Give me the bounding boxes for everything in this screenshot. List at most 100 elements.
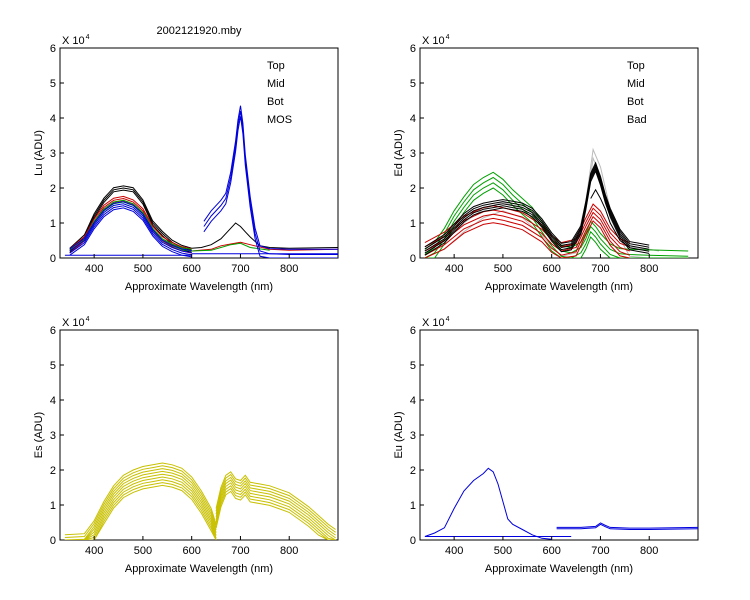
legend: Top Mid Bot MOS — [267, 60, 292, 126]
y-axis-label: Lu (ADU) — [33, 130, 45, 176]
x-axis-label: Approximate Wavelength (nm) — [485, 563, 633, 575]
x-tick-label: 400 — [85, 263, 103, 275]
y-tick-label: 0 — [50, 535, 56, 547]
y-tick-label: 1 — [410, 218, 416, 230]
tick-group: 400 500 600 700 800 0 1 2 3 4 5 6 — [410, 43, 659, 275]
scale-label: X 104 — [62, 316, 90, 329]
x-tick-label: 400 — [445, 263, 463, 275]
series-group — [64, 462, 336, 540]
y-tick-label: 5 — [50, 360, 56, 372]
y-axis-label: Ed (ADU) — [393, 129, 405, 176]
series-line-bot — [191, 242, 270, 252]
series-group — [424, 147, 689, 258]
y-tick-label: 3 — [50, 430, 56, 442]
series-line-es — [215, 479, 336, 539]
x-tick-label: 600 — [183, 263, 201, 275]
y-tick-label: 5 — [410, 78, 416, 90]
y-tick-label: 4 — [50, 395, 56, 407]
scale-base: X 10 — [422, 317, 445, 329]
panel-lu: 400 500 600 700 800 0 1 2 3 4 5 6 Top Mid Bot MOS X 10… — [33, 34, 339, 293]
y-tick-label: 6 — [50, 43, 56, 55]
y-tick-label: 0 — [50, 253, 56, 265]
y-tick-label: 5 — [50, 78, 56, 90]
y-tick-label: 6 — [410, 43, 416, 55]
y-tick-label: 4 — [410, 395, 416, 407]
series-line-mid — [69, 195, 192, 250]
x-axis-label: Approximate Wavelength (nm) — [485, 281, 633, 293]
series-line-es — [64, 468, 217, 540]
series-line-eu — [424, 467, 552, 540]
scale-label: X 104 — [422, 34, 450, 47]
series-line-mos — [203, 116, 338, 258]
legend-entry-bot: Bot — [627, 96, 644, 108]
series-line-top — [424, 163, 650, 250]
x-tick-label: 500 — [494, 545, 512, 557]
plot-frame — [419, 329, 699, 541]
tick-group: 400 500 600 700 800 0 1 2 3 4 5 6 — [410, 325, 659, 557]
legend-entry-top: Top — [627, 60, 645, 72]
figure-title: 2002121920.mby — [156, 25, 242, 37]
series-line-mos — [203, 110, 338, 255]
x-axis-label: Approximate Wavelength (nm) — [125, 563, 273, 575]
legend: Top Mid Bot Bad — [627, 60, 647, 126]
panel-ed: 400 500 600 700 800 0 1 2 3 4 5 6 Top Mid Bot Bad X 10… — [393, 34, 699, 293]
series-line-es — [215, 490, 336, 540]
series-line-bot — [424, 187, 689, 258]
series-line-mid — [191, 241, 338, 252]
y-tick-label: 6 — [50, 325, 56, 337]
x-tick-label: 500 — [494, 263, 512, 275]
y-tick-label: 2 — [50, 183, 56, 195]
x-tick-label: 600 — [543, 545, 561, 557]
series-line-bot — [69, 199, 192, 250]
series-line-es — [215, 482, 336, 540]
series-line-es — [215, 476, 336, 536]
series-line-top — [424, 161, 650, 248]
y-tick-label: 0 — [410, 535, 416, 547]
y-tick-label: 6 — [410, 325, 416, 337]
y-tick-label: 1 — [50, 218, 56, 230]
y-tick-label: 1 — [410, 500, 416, 512]
legend-entry-bot: Bot — [267, 96, 284, 108]
x-tick-label: 800 — [640, 263, 658, 275]
x-axis-label: Approximate Wavelength (nm) — [125, 281, 273, 293]
scale-label: X 104 — [62, 34, 90, 47]
series-line-es — [64, 462, 217, 536]
tick-group: 400 500 600 700 800 0 1 2 3 4 5 6 — [50, 325, 299, 557]
series-line-es — [215, 487, 336, 540]
series-line-es — [215, 485, 336, 540]
series-line-eu — [556, 522, 698, 529]
y-axis-label: Es (ADU) — [33, 412, 45, 458]
x-tick-label: 700 — [591, 545, 609, 557]
x-tick-label: 600 — [183, 545, 201, 557]
x-tick-label: 500 — [134, 263, 152, 275]
y-tick-label: 1 — [50, 500, 56, 512]
x-tick-label: 400 — [445, 545, 463, 557]
y-tick-label: 4 — [50, 113, 56, 125]
x-tick-label: 400 — [85, 545, 103, 557]
series-line-es — [64, 473, 217, 540]
scale-label: X 104 — [422, 316, 450, 329]
legend-entry-mid: Mid — [267, 78, 285, 90]
y-tick-label: 0 — [410, 253, 416, 265]
x-tick-label: 500 — [134, 545, 152, 557]
series-line-top — [424, 167, 650, 254]
series-line-es — [64, 476, 217, 540]
series-line-mos — [203, 105, 338, 250]
series-line-top — [191, 222, 338, 249]
series-line-mos — [69, 203, 192, 254]
plot-frame — [59, 47, 339, 259]
scale-exponent: 4 — [446, 34, 450, 41]
series-line-eu — [556, 523, 698, 530]
series-line-es — [215, 471, 336, 530]
series-line-top — [69, 185, 192, 249]
legend-entry-mos: MOS — [267, 114, 292, 126]
y-tick-label: 3 — [50, 148, 56, 160]
x-tick-label: 800 — [640, 545, 658, 557]
x-tick-label: 700 — [231, 263, 249, 275]
scale-base: X 10 — [62, 35, 85, 47]
tick-group: 400 500 600 700 800 0 1 2 3 4 5 6 — [50, 43, 299, 275]
series-line-top — [424, 169, 650, 256]
x-tick-label: 700 — [591, 263, 609, 275]
